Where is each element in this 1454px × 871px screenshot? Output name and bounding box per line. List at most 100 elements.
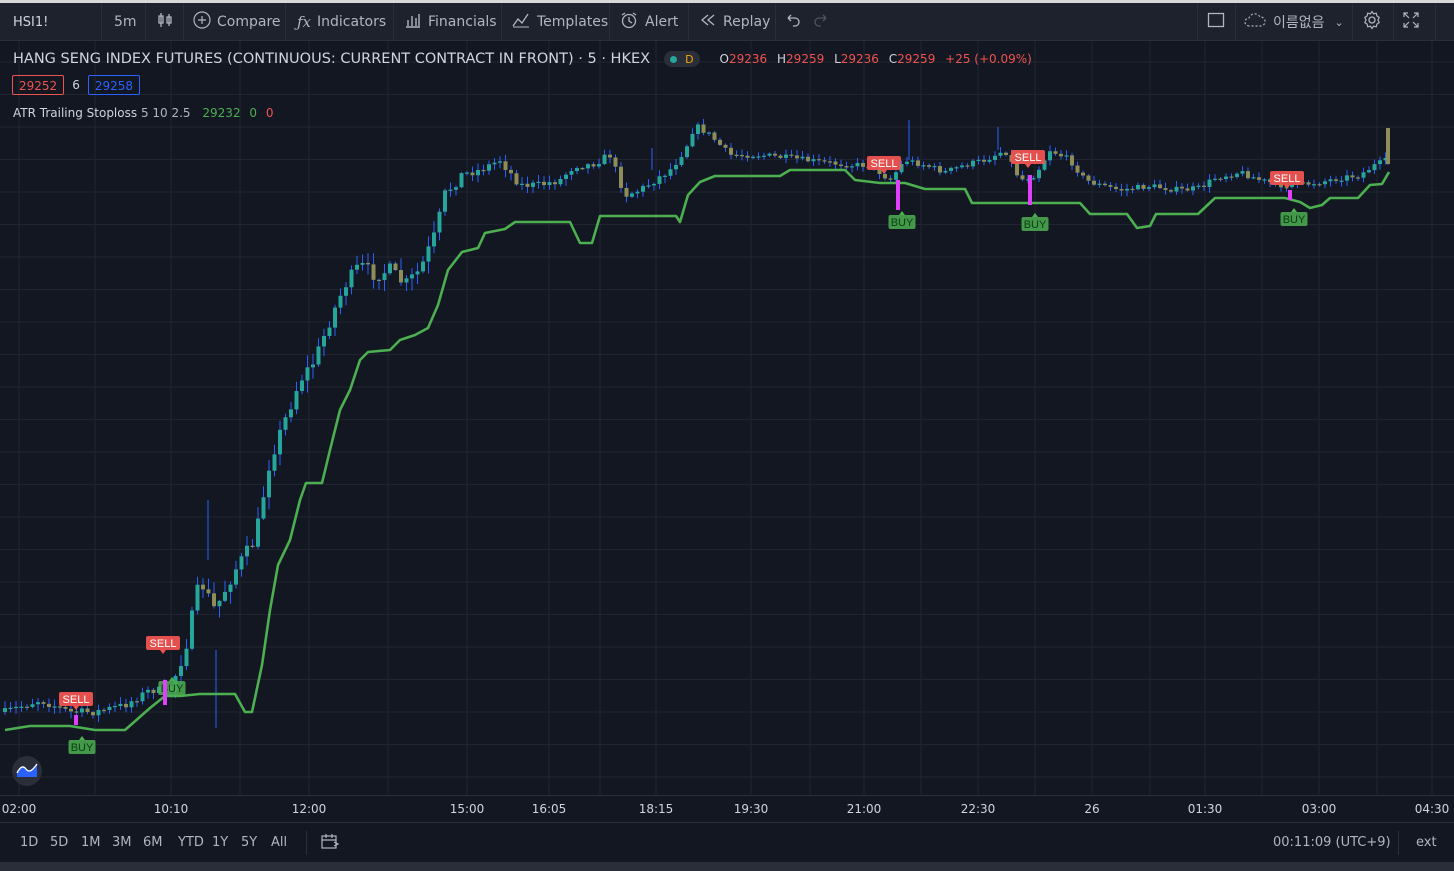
range-button-ytd[interactable]: YTD [178, 835, 204, 850]
range-button-all[interactable]: All [271, 835, 288, 850]
candle-body [459, 173, 464, 188]
candle-body [773, 153, 777, 156]
alert-label: Alert [645, 14, 679, 30]
divider [1435, 3, 1436, 41]
range-button-1m[interactable]: 1M [81, 835, 101, 850]
fullscreen-icon [1402, 11, 1420, 33]
redo-button[interactable] [813, 3, 835, 41]
fullscreen-button[interactable] [1402, 3, 1426, 41]
candle-body [245, 545, 249, 557]
range-button-3m[interactable]: 3M [112, 835, 132, 850]
indicators-label: Indicators [317, 14, 387, 30]
time-axis[interactable]: 02:00 10:10 12:00 15:00 16:05 18:15 19:30 21:00… [0, 795, 1454, 821]
candle-body [916, 160, 920, 166]
chart-style-button[interactable] [156, 3, 180, 41]
symbol-search-button[interactable]: HSI1! [13, 3, 48, 41]
interval-button[interactable]: 5m [114, 3, 137, 41]
templates-button[interactable]: Templates [511, 3, 608, 41]
buy-price-button[interactable]: 29258 [87, 75, 141, 95]
candle-body [267, 470, 271, 498]
layout-name-button[interactable]: 이름없음 ⌄ [1243, 3, 1350, 41]
tradingview-logo[interactable] [12, 756, 42, 786]
candle-body [822, 160, 827, 162]
window-edge [0, 0, 1454, 3]
candle-body [861, 162, 865, 167]
candle-body [1169, 190, 1173, 192]
candle-body [729, 147, 733, 155]
candle-body [487, 164, 491, 171]
candle-body [1306, 182, 1311, 185]
goto-date-button[interactable] [320, 833, 340, 855]
alert-button[interactable]: Alert [619, 3, 678, 41]
candle-body [476, 169, 480, 176]
candle-body [707, 132, 711, 134]
candle-body [751, 156, 755, 159]
candle-body [1246, 171, 1250, 179]
templates-icon [511, 11, 531, 33]
low-label: L [834, 52, 841, 66]
candle-body [1141, 184, 1146, 189]
candle-body [850, 166, 854, 168]
candle-body [36, 702, 40, 705]
low-value: 29236 [840, 52, 879, 66]
high-label: H [777, 52, 787, 66]
time-tick-label: 15:00 [449, 802, 485, 816]
candle-body [844, 166, 849, 168]
candle-body [1240, 171, 1245, 174]
interval-label: 5m [114, 14, 137, 30]
range-button-5y[interactable]: 5Y [241, 835, 258, 850]
time-tick-label: 02:00 [1, 802, 37, 816]
divider [306, 831, 307, 855]
candle-body [1229, 176, 1234, 178]
divider [1398, 831, 1399, 855]
candle-body [135, 701, 139, 703]
signal-pointer [79, 736, 85, 740]
candle-body [1053, 151, 1058, 154]
candle-body [938, 166, 942, 173]
range-button-6m[interactable]: 6M [143, 835, 163, 850]
layout-toggle-button[interactable] [1207, 3, 1231, 41]
candle-body [388, 263, 392, 274]
close-value: 29259 [897, 52, 936, 66]
top-toolbar: HSI1! 5m Compare ƒx Indicators Financial… [0, 3, 1454, 41]
candle-body [811, 159, 816, 162]
chart-pane[interactable]: SELL BUY SELL BUY SELL BUY SELL BUY SELL BUY [0, 41, 1454, 795]
candlesticks [3, 118, 1390, 728]
signal-text: SELL [871, 158, 898, 170]
high-value: 29259 [786, 52, 825, 66]
range-button-1d[interactable]: 1D [20, 835, 39, 850]
extended-hours-toggle[interactable]: ext [1416, 835, 1437, 850]
candle-body [393, 263, 398, 271]
candle-body [1262, 179, 1267, 181]
signal-pointer [169, 677, 175, 681]
financials-button[interactable]: Financials [404, 3, 497, 41]
timezone-clock[interactable]: 00:11:09 (UTC+9) [1273, 835, 1391, 850]
candle-body [113, 705, 117, 708]
market-status-badge[interactable]: D [664, 51, 700, 67]
candle-body [756, 156, 761, 158]
candle-body [982, 159, 986, 162]
sell-price-button[interactable]: 29252 [12, 75, 65, 95]
candle-body [899, 163, 904, 173]
candle-body [553, 182, 557, 185]
candle-body [1386, 128, 1390, 164]
settings-button[interactable] [1362, 3, 1388, 41]
candle-body [509, 169, 513, 174]
candle-body [217, 600, 222, 607]
candle-body [1158, 184, 1162, 189]
candle-body [228, 584, 233, 592]
indicator-legend[interactable]: ATR Trailing Stoploss 5 10 2.5 29232 0 0 [13, 106, 274, 120]
range-button-1y[interactable]: 1Y [212, 835, 229, 850]
candle-body [630, 193, 634, 197]
candle-body [1207, 179, 1212, 187]
candle-body [1097, 183, 1102, 185]
signal-bg [59, 692, 93, 706]
ohlc-values: O29236 H29259 L29236 C29259 +25 (+0.09%) [720, 52, 1032, 66]
range-button-5d[interactable]: 5D [50, 835, 69, 850]
candle-body [652, 183, 656, 186]
undo-button[interactable] [785, 3, 807, 41]
indicators-button[interactable]: ƒx Indicators [297, 3, 386, 41]
compare-button[interactable]: Compare [193, 3, 281, 41]
replay-button[interactable]: Replay [699, 3, 770, 41]
